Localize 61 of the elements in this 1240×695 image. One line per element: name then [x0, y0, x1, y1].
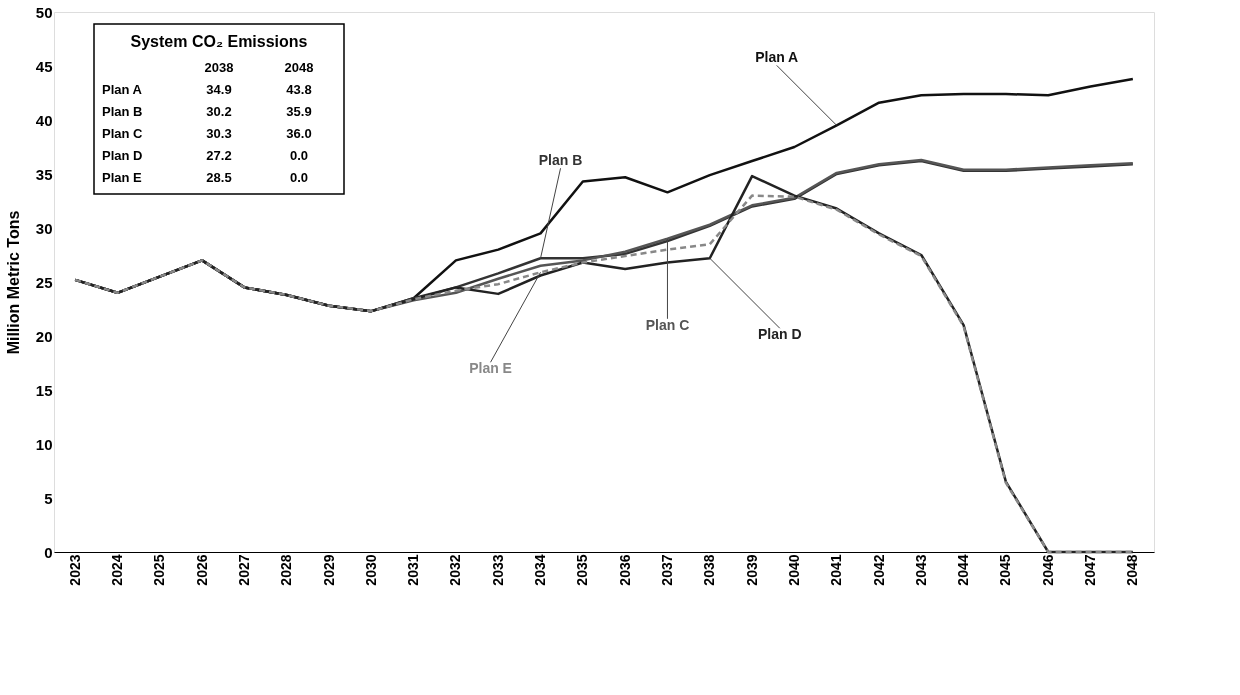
annotation: System CO₂ Emissions	[130, 33, 308, 50]
x-tick-label: 2038	[701, 554, 718, 586]
annotation: 34.9	[206, 82, 232, 97]
y-tick-label: 40	[35, 111, 53, 129]
x-tick-label: 2045	[997, 554, 1014, 586]
x-tick-label: 2044	[955, 554, 972, 586]
text: Plan D	[757, 326, 802, 343]
text: Plan C	[645, 316, 690, 333]
annotation: 2038	[204, 60, 234, 75]
x-tick-label: 2029	[320, 554, 337, 586]
y-tick-label: 50	[35, 3, 53, 21]
x-tick-label: 2035	[574, 554, 591, 586]
annotation: 28.5	[206, 170, 232, 185]
y-tick-label: 20	[35, 327, 53, 345]
y-tick-label: 10	[35, 435, 53, 453]
annotation: Plan B	[102, 104, 143, 119]
text: Plan A	[755, 49, 799, 66]
text: Plan E	[469, 360, 512, 377]
annotation: 35.9	[286, 104, 312, 119]
x-tick-label: 2027	[235, 554, 252, 586]
annotation: 27.2	[206, 148, 232, 163]
annotation: Plan D	[102, 148, 143, 163]
x-tick-label: 2023	[66, 554, 83, 586]
annotation: Plan A	[102, 82, 143, 97]
y-tick-label: 0	[44, 543, 53, 561]
x-tick-label: 2032	[447, 554, 464, 586]
y-axis-title: Million Metric Tons	[4, 210, 22, 355]
y-tick-label: 35	[35, 165, 53, 183]
x-tick-label: 2031	[405, 554, 422, 586]
x-tick-label: 2046	[1039, 554, 1056, 586]
y-tick-label: 5	[44, 489, 53, 507]
x-tick-label: 2043	[912, 554, 929, 586]
annotation: Plan C	[102, 126, 144, 141]
x-tick-label: 2034	[532, 554, 549, 586]
y-tick-label: 45	[35, 57, 53, 75]
x-tick-label: 2028	[278, 554, 295, 586]
annotation: 30.3	[206, 126, 232, 141]
x-tick-label: 2025	[151, 554, 168, 586]
x-tick-label: 2040	[785, 554, 802, 586]
annotation: 0.0	[289, 170, 309, 185]
x-tick-label: 2033	[489, 554, 506, 586]
text: Plan B	[538, 152, 583, 169]
x-tick-label: 2042	[870, 554, 887, 586]
y-tick-label: 25	[35, 273, 53, 291]
y-tick-label: 30	[35, 219, 53, 237]
annotation: 43.8	[286, 82, 312, 97]
x-tick-label: 2039	[743, 554, 760, 586]
x-tick-label: 2047	[1082, 554, 1099, 586]
x-tick-label: 2037	[658, 554, 675, 586]
x-tick-label: 2030	[362, 554, 379, 586]
annotation: 2048	[284, 60, 314, 75]
annotation: 36.0	[286, 126, 312, 141]
y-tick-label: 15	[35, 381, 53, 399]
annotation: Plan E	[102, 170, 143, 185]
x-tick-label: 2026	[193, 554, 210, 586]
x-tick-label: 2024	[108, 554, 125, 586]
x-tick-label: 2041	[828, 554, 845, 586]
x-tick-label: 2048	[1124, 554, 1141, 586]
annotation: 0.0	[289, 148, 309, 163]
annotation: 30.2	[206, 104, 232, 119]
x-tick-label: 2036	[616, 554, 633, 586]
